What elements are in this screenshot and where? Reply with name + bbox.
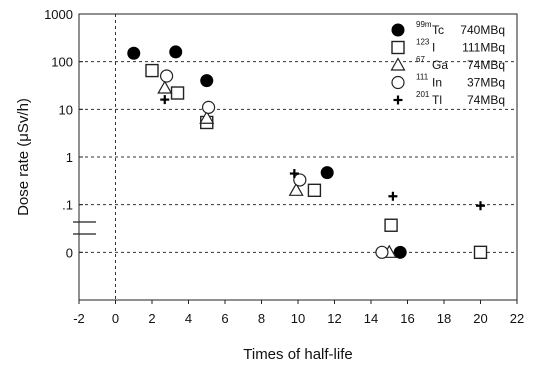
x-tick-label: 20 — [473, 311, 487, 326]
y-tick-label: 100 — [51, 55, 73, 70]
legend-activity: 74MBq — [467, 58, 505, 72]
data-point-tl-201 — [289, 169, 299, 179]
data-points — [127, 45, 488, 260]
x-tick-label: 10 — [291, 311, 305, 326]
x-tick-label: 22 — [510, 311, 524, 326]
data-point-in-111 — [201, 100, 216, 114]
x-tick-label: 12 — [327, 311, 341, 326]
y-tick-labels: 1000 100 10 1 .1 0 — [44, 7, 83, 260]
data-point-in-111 — [160, 69, 174, 83]
data-point-tl-201 — [160, 95, 170, 105]
data-point-ga-67 — [288, 182, 304, 196]
legend-marker — [391, 75, 405, 90]
data-point-in-111 — [375, 245, 389, 259]
x-tick-label: 18 — [437, 311, 451, 326]
y-tick-label: 1000 — [44, 7, 73, 22]
legend-nuclide: I — [432, 41, 435, 55]
y-tick-label: 1 — [66, 150, 73, 165]
x-tick-label: 16 — [400, 311, 414, 326]
grid — [79, 14, 517, 300]
legend-mass-number: 111 — [416, 73, 429, 82]
data-point-i-123 — [384, 218, 398, 232]
legend-activity: 74MBq — [467, 93, 505, 107]
data-point-tc-99m — [169, 45, 183, 59]
legend-activity: 37MBq — [467, 76, 505, 90]
axis-break-mark — [73, 221, 96, 235]
data-point-tc-99m — [200, 74, 214, 88]
legend-nuclide: Tl — [432, 93, 442, 107]
legend-marker — [391, 40, 405, 55]
x-tick-label: 6 — [221, 311, 228, 326]
legend-item-ga-67: 67 Ga 74MBq — [390, 55, 505, 72]
data-point-tl-201 — [388, 191, 398, 201]
x-axis-label: Times of half-life — [243, 346, 352, 363]
x-tick-label: 4 — [185, 311, 192, 326]
legend-mass-number: 123 — [416, 38, 430, 47]
y-axis-label: Dose rate (μSv/h) — [15, 98, 32, 216]
legend-item-i-123: 123 I 111MBq — [391, 38, 505, 55]
data-point-tl-201 — [476, 201, 485, 211]
legend-nuclide: Ga — [432, 58, 448, 72]
data-point-i-123 — [307, 183, 322, 198]
y-tick-label: 10 — [59, 102, 73, 117]
legend-item-in-111: 111 In 37MBq — [391, 73, 505, 90]
data-point-ga-67 — [157, 80, 173, 94]
legend-mass-number: 201 — [416, 90, 430, 99]
legend: 99m Tc 740MBq 123 I 111MBq 67 Ga 74MBq 111 In 37MBq… — [390, 20, 505, 107]
data-point-tc-99m — [320, 166, 334, 180]
legend-item-tl-201: 201 Tl 74MBq — [393, 90, 505, 107]
legend-nuclide: Tc — [432, 23, 444, 37]
legend-marker — [391, 23, 405, 37]
legend-marker — [390, 57, 406, 71]
data-point-tc-99m — [127, 46, 141, 60]
data-point-tc-99m — [393, 245, 407, 259]
y-tick-label: 0 — [66, 245, 73, 260]
legend-mass-number: 99m — [416, 20, 432, 29]
legend-item-tc-99m: 99m Tc 740MBq — [391, 20, 505, 37]
data-point-i-123 — [473, 245, 488, 260]
data-point-i-123 — [170, 86, 185, 100]
legend-activity: 111MBq — [462, 41, 505, 55]
x-tick-label: 2 — [148, 311, 155, 326]
x-tick-label: 14 — [364, 311, 378, 326]
legend-marker — [393, 95, 403, 105]
y-tick-label: .1 — [62, 198, 73, 213]
legend-nuclide: In — [432, 76, 442, 90]
legend-mass-number: 67 — [416, 55, 425, 64]
x-tick-labels: -2 0 2 4 6 8 10 12 14 16 18 20 22 — [73, 300, 524, 326]
x-tick-label: 0 — [112, 311, 119, 326]
x-tick-label: -2 — [73, 311, 85, 326]
x-tick-label: 8 — [258, 311, 265, 326]
data-point-in-111 — [293, 173, 307, 187]
data-point-ga-67 — [199, 110, 215, 124]
data-point-i-123 — [145, 63, 159, 78]
legend-activity: 740MBq — [460, 23, 505, 37]
